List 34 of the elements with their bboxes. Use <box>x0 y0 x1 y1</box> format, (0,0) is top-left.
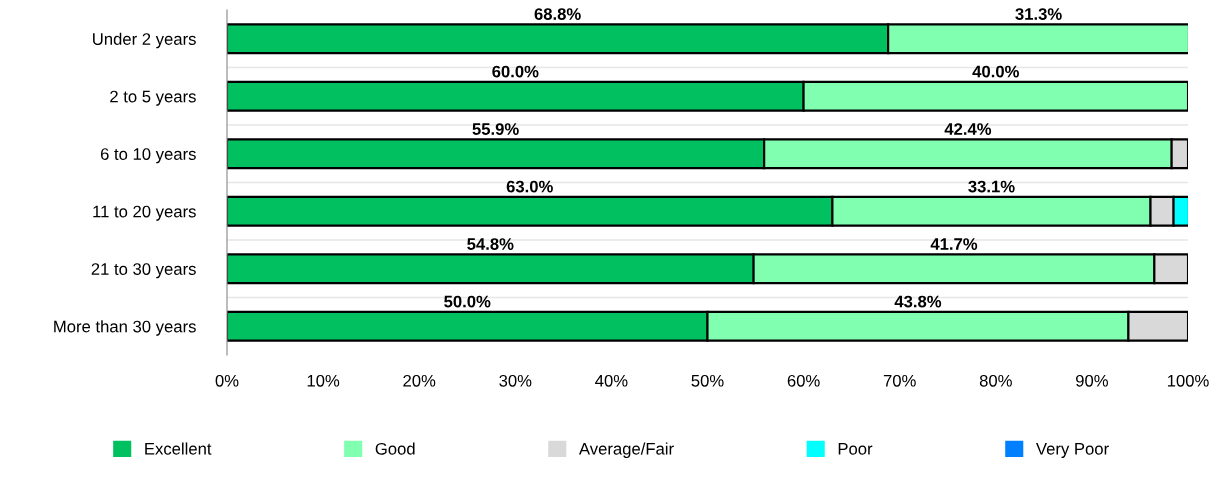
y-tick-label: 2 to 5 years <box>110 90 196 106</box>
x-tick-label: 60% <box>787 374 820 387</box>
legend-label: Very Poor <box>1036 443 1109 458</box>
x-tick-label: 0% <box>215 374 239 387</box>
x-tick-label: 40% <box>595 374 628 387</box>
data-label: 54.8% <box>467 238 514 250</box>
y-tick-label: 6 to 10 years <box>100 148 196 164</box>
x-tick-label: 30% <box>499 374 532 387</box>
legend-label: Good <box>375 442 415 455</box>
data-label: 60.0% <box>492 65 539 78</box>
data-label: 33.1% <box>968 180 1015 193</box>
data-label: 68.8% <box>534 8 581 20</box>
data-label: 55.9% <box>472 123 519 135</box>
data-label: 50.0% <box>444 295 491 308</box>
data-label: 41.7% <box>930 238 978 250</box>
y-tick-label: 11 to 20 years <box>93 205 196 221</box>
legend-label: Excellent <box>145 442 212 455</box>
x-tick-label: 100% <box>1167 374 1209 387</box>
data-label: 63.0% <box>506 180 553 193</box>
x-tick-label: 70% <box>883 374 916 387</box>
data-label: 42.4% <box>944 123 992 135</box>
x-tick-label: 10% <box>307 374 340 387</box>
data-label: 31.3% <box>1015 8 1062 20</box>
data-label: 40.0% <box>972 65 1019 78</box>
x-tick-label: 80% <box>979 374 1012 387</box>
x-tick-label: 20% <box>403 374 436 387</box>
y-tick-label: More than 30 years <box>54 320 196 336</box>
x-tick-label: 90% <box>1076 374 1108 387</box>
x-tick-label: 50% <box>691 374 724 387</box>
legend-label: Average/Fair <box>578 442 674 458</box>
data-label: 43.8% <box>894 295 942 308</box>
y-tick-label: 21 to 30 years <box>91 263 196 279</box>
legend-label: Poor <box>838 443 873 455</box>
y-tick-label: Under 2 years <box>93 32 196 49</box>
